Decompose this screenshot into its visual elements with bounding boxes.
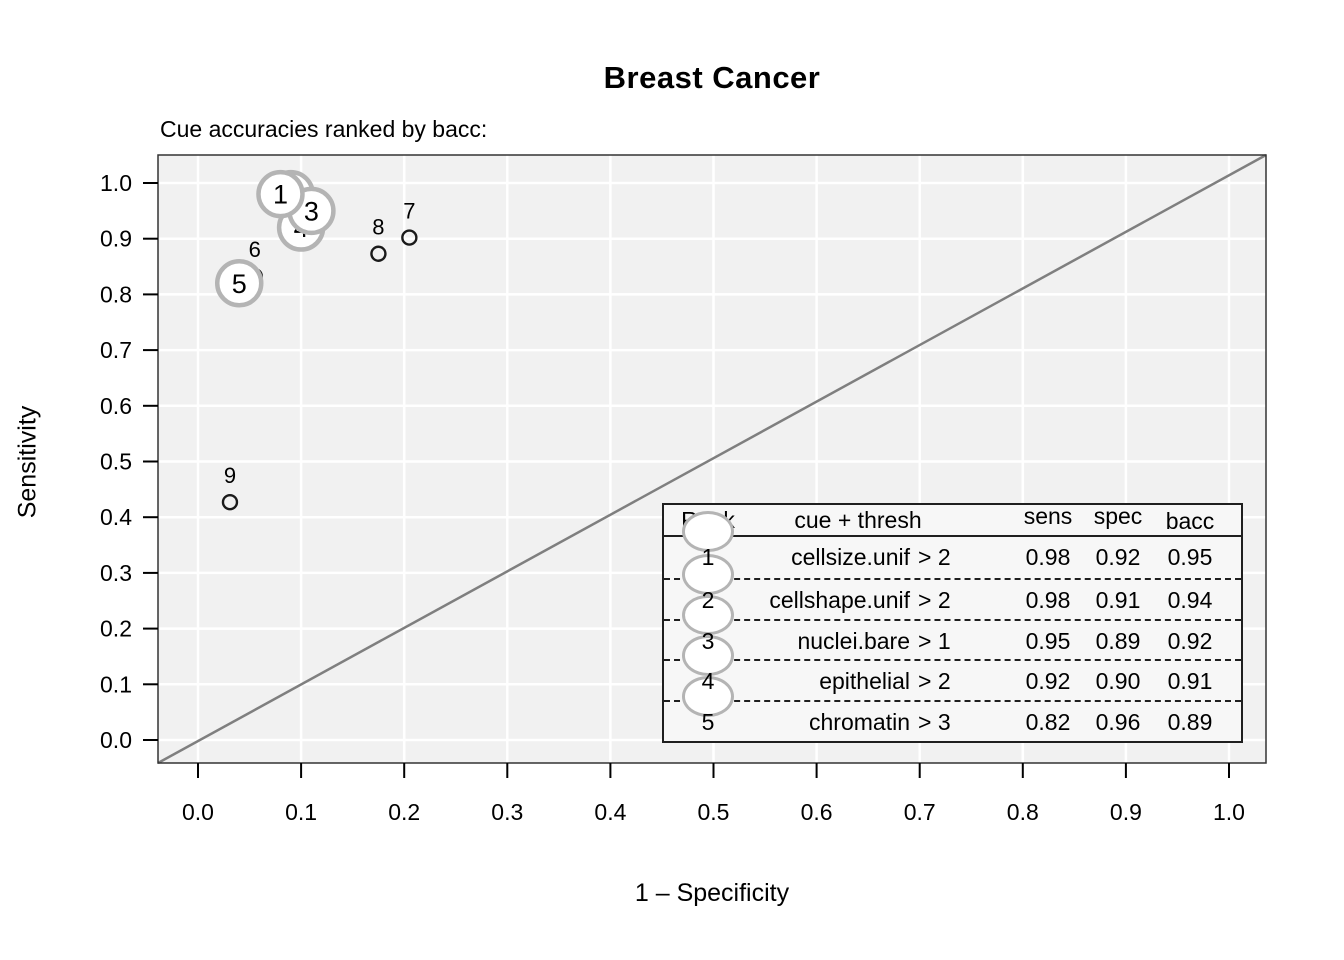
rank-number: 1 xyxy=(701,544,715,570)
y-tick-label: 0.9 xyxy=(100,226,132,252)
ball-number-3: 3 xyxy=(304,196,319,226)
point-label-6: 6 xyxy=(249,237,261,262)
cue-point-7 xyxy=(401,229,418,246)
cue-table-row-1: 1 cellsize.unif > 2 0.98 0.92 0.95 xyxy=(664,511,1241,578)
spec-value: 0.91 xyxy=(1095,586,1141,613)
x-tick-label: 0.6 xyxy=(801,799,833,825)
spec-value: 0.92 xyxy=(1095,544,1141,570)
rank-cell: 2 xyxy=(664,553,752,621)
sens-value: 0.92 xyxy=(1025,668,1071,695)
cue-threshold: > 3 xyxy=(918,709,951,736)
y-axis-title: Sensitivity xyxy=(13,405,42,519)
cue-name: nuclei.bare xyxy=(797,627,910,654)
x-tick-label: 0.2 xyxy=(388,799,420,825)
rank-cell: 3 xyxy=(664,594,752,662)
x-axis-title: 1 – Specificity xyxy=(634,879,790,907)
x-tick-label: 1.0 xyxy=(1213,799,1245,825)
cue-name: chromatin xyxy=(809,709,910,736)
plot-border xyxy=(157,154,1267,764)
y-tick-label: 0.8 xyxy=(100,281,132,307)
y-tick-label: 0.2 xyxy=(100,616,132,642)
rank-number: 5 xyxy=(701,709,715,736)
cue-ball-5 xyxy=(214,259,264,308)
sens-value: 0.95 xyxy=(1025,627,1071,654)
y-tick-label: 0.4 xyxy=(100,504,132,530)
sens-value: 0.98 xyxy=(1025,544,1071,570)
cue-table-row-4: 4 epithelial > 2 0.92 0.90 0.91 xyxy=(664,635,1241,702)
cue-name: cellshape.unif xyxy=(769,586,910,613)
bacc-value: 0.92 xyxy=(1167,627,1213,654)
bacc-value: 0.95 xyxy=(1167,544,1213,570)
header-bacc: bacc xyxy=(1165,508,1215,534)
y-tick-label: 0.1 xyxy=(100,671,132,697)
diagonal-reference-line xyxy=(157,153,1267,765)
bacc-value: 0.89 xyxy=(1167,709,1213,736)
y-tick-label: 0.3 xyxy=(100,560,132,586)
rank-circle xyxy=(682,676,734,717)
cue-table-rows: 1 cellsize.unif > 2 0.98 0.92 0.95 2 cellshape.… xyxy=(664,511,1241,743)
spec-value: 0.90 xyxy=(1095,668,1141,695)
x-tick-label: 0.0 xyxy=(182,799,214,825)
x-tick-label: 0.4 xyxy=(594,799,626,825)
spec-value: 0.96 xyxy=(1095,709,1141,736)
point-label-7: 7 xyxy=(403,199,415,224)
rank-cell: 1 xyxy=(664,511,752,578)
y-tick-label: 1.0 xyxy=(100,170,132,196)
cue-threshold: > 1 xyxy=(918,627,951,654)
x-tick-label: 0.3 xyxy=(491,799,523,825)
rank-cell: 4 xyxy=(664,635,752,702)
header-sens: sens xyxy=(1023,503,1073,529)
rank-circle xyxy=(682,511,734,552)
cue-table-row-2: 2 cellshape.unif > 2 0.98 0.91 0.94 xyxy=(664,553,1241,621)
rank-circle xyxy=(682,553,734,595)
cue-point-8 xyxy=(370,245,387,262)
header-spec: spec xyxy=(1093,503,1143,529)
header-cue-thresh: cue + thresh xyxy=(794,507,922,533)
bacc-value: 0.91 xyxy=(1167,668,1213,695)
y-tick-label: 0.5 xyxy=(100,449,132,475)
rank-number: 4 xyxy=(701,668,715,695)
rank-circle xyxy=(682,635,734,677)
y-tick-label: 0.7 xyxy=(100,337,132,363)
cue-threshold: > 2 xyxy=(918,586,951,613)
ball-number-1: 1 xyxy=(273,180,288,210)
rank-circle xyxy=(682,594,734,636)
x-tick-label: 0.7 xyxy=(904,799,936,825)
spec-value: 0.89 xyxy=(1095,627,1141,654)
bacc-value: 0.94 xyxy=(1167,586,1213,613)
x-tick-label: 0.5 xyxy=(698,799,730,825)
cue-accuracy-table: Rank cue + thresh sens spec bacc 1 cellsi… xyxy=(662,503,1243,743)
y-tick-label: 0.0 xyxy=(100,727,132,753)
cue-threshold: > 2 xyxy=(918,668,951,695)
y-tick-label: 0.6 xyxy=(100,393,132,419)
x-tick-label: 0.9 xyxy=(1110,799,1142,825)
sens-value: 0.82 xyxy=(1025,709,1071,736)
chart-title: Breast Cancer xyxy=(603,60,821,95)
rank-cell: 5 xyxy=(664,676,752,743)
cue-name: epithelial xyxy=(819,668,910,695)
cue-table-row-3: 3 nuclei.bare > 1 0.95 0.89 0.92 xyxy=(664,594,1241,662)
rank-number: 3 xyxy=(701,627,715,654)
cue-table-header: Rank cue + thresh sens spec bacc xyxy=(664,503,1241,537)
chart-subtitle: Cue accuracies ranked by bacc: xyxy=(160,116,488,142)
ball-number-5: 5 xyxy=(232,269,247,299)
cue-ball-1 xyxy=(256,169,305,219)
point-label-9: 9 xyxy=(224,463,236,488)
cue-table-row-5: 5 chromatin > 3 0.82 0.96 0.89 xyxy=(664,676,1241,743)
rank-number: 2 xyxy=(701,586,715,613)
cue-name: cellsize.unif xyxy=(791,544,910,570)
x-tick-label: 0.1 xyxy=(285,799,317,825)
x-tick-label: 0.8 xyxy=(1007,799,1039,825)
cue-threshold: > 2 xyxy=(918,544,951,570)
sens-value: 0.98 xyxy=(1025,586,1071,613)
cue-point-9 xyxy=(221,493,239,511)
point-label-8: 8 xyxy=(372,215,384,240)
